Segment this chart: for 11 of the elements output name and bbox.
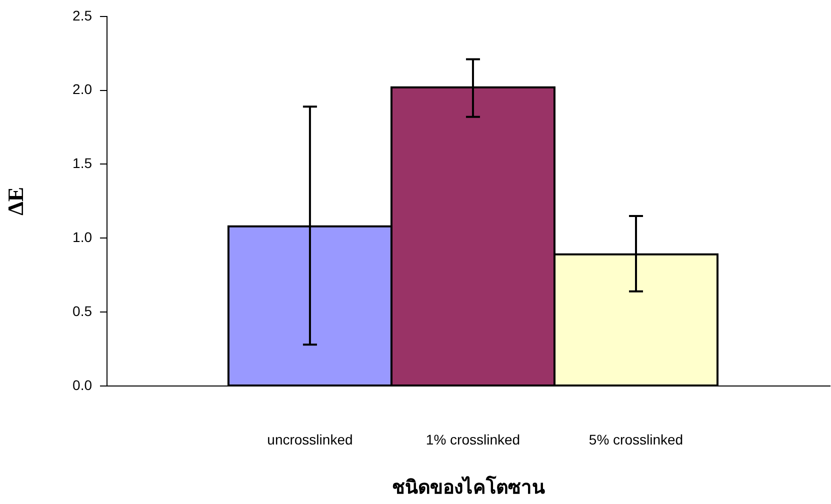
y-tick-label: 1.0 (72, 229, 92, 246)
y-tick-label: 2.0 (72, 81, 92, 98)
y-axis-title: ΔE (2, 186, 28, 216)
x-axis-title: ชนิดของไคโตซาน (392, 476, 545, 499)
y-tick-label: 0.0 (72, 376, 92, 393)
y-tick-label: 0.5 (72, 302, 92, 319)
y-tick-label: 2.5 (72, 7, 92, 24)
y-tick-label: 1.5 (72, 155, 92, 172)
x-tick-label: 5% crosslinked (588, 431, 684, 448)
x-tick-label: 1% crosslinked (426, 431, 520, 448)
x-tick-label: uncrosslinked (267, 431, 353, 448)
